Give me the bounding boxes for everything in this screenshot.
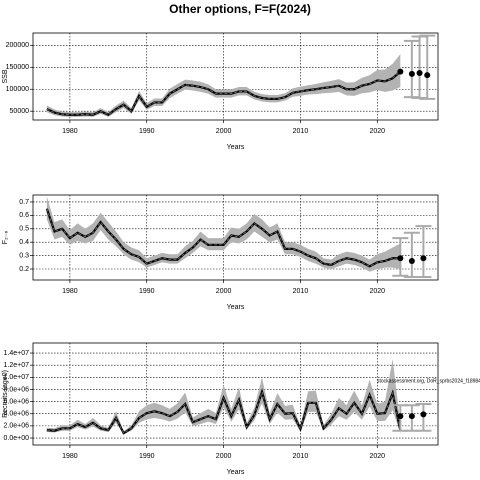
chart-title: Other options, F=F(2024): [169, 2, 311, 16]
x-tick-label: 2000: [216, 128, 232, 135]
x-tick-label: 1980: [62, 453, 78, 460]
y-tick-label: 150000: [6, 64, 29, 71]
plot-frame: [32, 194, 439, 281]
x-tick-label: 2020: [369, 128, 385, 135]
x-tick-label: 2010: [293, 288, 309, 295]
plot-frame: [32, 342, 439, 446]
x-axis-label: Years: [227, 144, 245, 151]
x-tick-label: 1980: [62, 128, 78, 135]
y-tick-label: 2.0e+06: [4, 423, 30, 430]
y-tick-label: 0.4: [19, 239, 29, 246]
confidence-band: [46, 196, 401, 272]
y-axis-label: SSB: [2, 69, 9, 83]
plot-frame: [32, 32, 439, 121]
estimate-line-dash: [46, 71, 401, 116]
x-tick-label: 1990: [139, 453, 155, 460]
y-tick-label: 0.7: [19, 199, 29, 206]
annotation: stockassessment.org, DoR_sprbs2024_f1898…: [377, 378, 480, 384]
x-tick-label: 1990: [139, 128, 155, 135]
plot-area: [33, 343, 438, 445]
forecast-point: [408, 413, 415, 420]
forecast-point: [397, 413, 404, 420]
x-tick-label: 2010: [293, 128, 309, 135]
y-tick-label: 200000: [6, 42, 29, 49]
y-tick-label: 0.3: [19, 252, 29, 259]
forecast-point: [424, 72, 431, 79]
forecast-point: [416, 69, 423, 76]
y-tick-label: 4.0e+06: [4, 411, 30, 418]
x-tick-label: 2020: [369, 288, 385, 295]
estimate-line-dash: [46, 208, 401, 267]
forecast-point: [420, 411, 427, 418]
y-tick-label: 0.2: [19, 266, 29, 273]
y-tick-label: 0.0e+00: [4, 435, 30, 442]
forecast-point: [397, 68, 404, 75]
forecast-point: [397, 255, 404, 262]
y-tick-label: 1.4e+07: [4, 350, 30, 357]
plot-area: [33, 195, 438, 280]
x-axis-label: Years: [227, 469, 245, 476]
forecast-point: [408, 70, 415, 77]
forecast-point: [420, 255, 427, 262]
forecast-point: [408, 257, 415, 264]
y-axis-label: F₂₋₆: [2, 231, 9, 245]
y-tick-label: 1.0e+07: [4, 374, 30, 381]
y-tick-label: 50000: [10, 108, 30, 115]
x-tick-label: 2000: [216, 453, 232, 460]
x-tick-label: 1990: [139, 288, 155, 295]
x-axis-label: Years: [227, 304, 245, 311]
y-tick-label: 8.0e+06: [4, 386, 30, 393]
y-axis-label: Recruits (age0): [2, 370, 9, 418]
x-tick-label: 2000: [216, 288, 232, 295]
y-tick-label: 100000: [6, 86, 29, 93]
y-tick-label: 6.0e+06: [4, 398, 30, 405]
plot-area: [33, 33, 438, 120]
y-tick-label: 1.2e+07: [4, 362, 30, 369]
y-tick-label: 0.5: [19, 226, 29, 233]
y-tick-label: 0.6: [19, 212, 29, 219]
estimate-line-dash: [46, 390, 401, 434]
x-tick-label: 2020: [369, 453, 385, 460]
x-tick-label: 1980: [62, 288, 78, 295]
x-tick-label: 2010: [293, 453, 309, 460]
